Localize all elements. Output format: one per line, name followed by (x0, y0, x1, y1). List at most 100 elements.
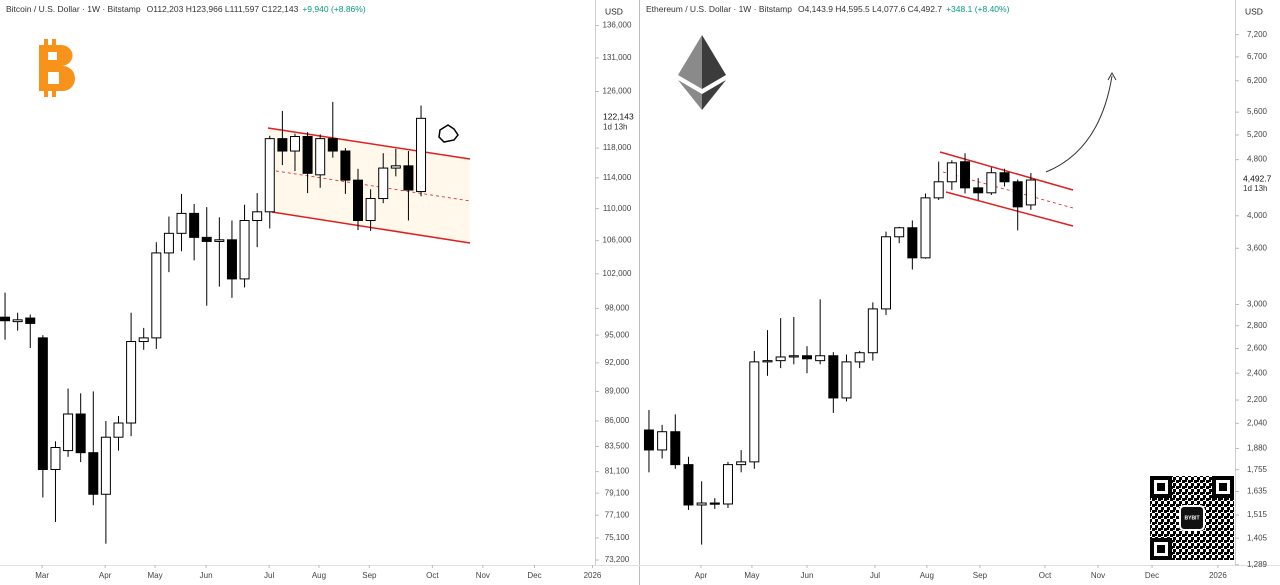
candle-body (881, 236, 892, 310)
y-tick-label: 3,000 (1247, 300, 1268, 309)
candle-body (226, 239, 237, 280)
candle-body (775, 356, 786, 362)
last-price-label: 4,492.7 (1243, 173, 1272, 183)
y-tick-label: 6,200 (1247, 76, 1268, 85)
candle-body (75, 413, 86, 454)
qr-code: BYBIT (1150, 476, 1234, 560)
y-tick-label: 73,200 (605, 555, 630, 564)
chart-title: Ethereum / U.S. Dollar · 1W · Bitstamp (646, 4, 792, 14)
candle-body (63, 413, 74, 452)
candle-body (353, 179, 364, 222)
candle-body (999, 172, 1010, 183)
y-tick-label: 118,000 (603, 143, 632, 152)
y-tick-label: 1,635 (1247, 487, 1268, 496)
candle-body (189, 212, 200, 238)
ohlc-legend: O112,203 H123,966 L111,597 C122,143 (147, 4, 299, 14)
candle-body (973, 187, 984, 194)
y-tick-label: 77,100 (605, 510, 630, 519)
x-tick-label: Apr (99, 571, 112, 580)
x-tick-label: Oct (426, 571, 439, 580)
trend-line (945, 191, 1074, 227)
candle-body (126, 341, 137, 424)
trend-midline (942, 171, 1074, 209)
candle-body (25, 317, 36, 324)
x-tick-label: Oct (1039, 571, 1052, 580)
x-tick-label: Nov (476, 571, 490, 580)
candle-body (176, 212, 187, 234)
trend-line (939, 151, 1074, 191)
candle-body (289, 135, 300, 152)
candle-body (1012, 181, 1023, 208)
x-tick-label: Aug (920, 571, 934, 580)
candle-body (670, 431, 681, 466)
y-tick-label: 5,200 (1247, 130, 1268, 139)
x-tick-label: Sep (973, 571, 988, 580)
x-tick-label: Jul (264, 571, 274, 580)
candle-body (933, 181, 944, 199)
candle-body (277, 138, 288, 152)
x-tick-label: 2026 (584, 571, 602, 580)
x-tick-label: Aug (312, 571, 326, 580)
y-tick-label: 2,400 (1247, 368, 1268, 377)
last-price-box (597, 111, 639, 132)
candle-body (657, 431, 668, 451)
watermark: BYBIT (1185, 515, 1200, 521)
y-tick-label: 136,000 (603, 21, 632, 30)
x-tick-label: May (147, 571, 162, 580)
candle-body (50, 446, 61, 470)
candle-body (327, 138, 338, 152)
x-tick-label: Mar (35, 571, 49, 580)
trend-line (267, 127, 471, 160)
candle-body (867, 308, 878, 354)
arrow-head (1107, 71, 1117, 81)
x-tick-label: Dec (527, 571, 541, 580)
candle-body (201, 236, 212, 242)
candle-body (390, 165, 401, 169)
y-tick-label: 6,700 (1247, 52, 1268, 61)
candle-body (12, 319, 23, 323)
y-tick-label: 126,000 (603, 87, 632, 96)
candle-body (683, 464, 694, 506)
y-tick-label: 4,000 (1247, 211, 1268, 220)
last-price-label: 122,143 (603, 112, 634, 122)
x-tick-label: Jul (870, 571, 880, 580)
candle-body (403, 165, 414, 191)
candle-body (828, 355, 839, 399)
y-tick-label: 86,000 (605, 416, 630, 425)
y-tick-label: 95,000 (605, 330, 630, 339)
y-tick-label: 7,200 (1247, 30, 1268, 39)
y-tick-label: 1,880 (1247, 444, 1268, 453)
candle-body (0, 316, 11, 322)
y-tick-label: 1,515 (1247, 510, 1268, 519)
candle-body (815, 355, 826, 362)
arrow (1045, 75, 1113, 173)
candle-body (960, 161, 971, 189)
y-tick-label: 2,600 (1247, 344, 1268, 353)
y-tick-label: 89,000 (605, 387, 630, 396)
y-tick-label: 106,000 (603, 236, 632, 245)
countdown-label: 1d 13h (1243, 184, 1267, 193)
chart-title: Bitcoin / U.S. Dollar · 1W · Bitstamp (6, 4, 141, 14)
candle-body (239, 220, 250, 280)
last-price-box (1237, 173, 1279, 194)
candle-body (986, 172, 997, 194)
candle-body (138, 337, 149, 343)
y-tick-label: 2,040 (1247, 418, 1268, 427)
candle-body (37, 337, 48, 470)
currency-label: USD (605, 6, 623, 16)
candle-body (762, 360, 773, 363)
x-tick-label: Sep (362, 571, 377, 580)
x-tick-label: May (744, 571, 759, 580)
chart-header: Bitcoin / U.S. Dollar · 1W · Bitstamp O11… (6, 4, 366, 14)
candle-body (416, 117, 427, 193)
candle-body (340, 150, 351, 181)
candle-body (946, 162, 957, 183)
candle-body (920, 197, 931, 259)
x-tick-label: Jun (200, 571, 213, 580)
change-legend: +348.1 (+8.40%) (946, 4, 1009, 14)
candle-body (907, 227, 918, 259)
candle-body (100, 436, 111, 495)
candle-body (88, 452, 99, 495)
candle-body (894, 227, 905, 238)
